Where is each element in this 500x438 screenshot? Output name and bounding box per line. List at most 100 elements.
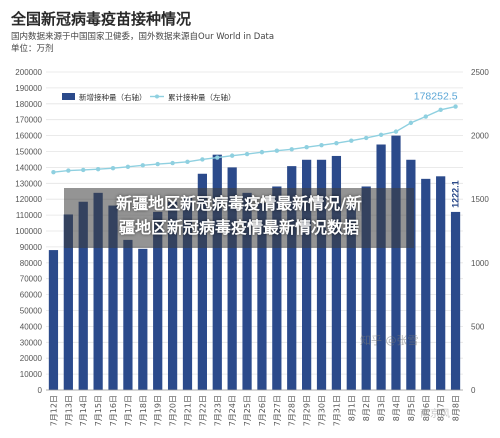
- x-tick-label: 7月26日: [258, 395, 267, 426]
- axis-layer: 0100002000030000400005000060000700008000…: [15, 68, 489, 426]
- line-point: [349, 138, 354, 143]
- overlay-line-1: 新疆地区新冠病毒疫情最新情况/新: [116, 194, 362, 213]
- overlay-line-2: 疆地区新冠病毒疫情最新情况数据: [118, 218, 359, 237]
- y-left-tick-label: 100000: [15, 227, 42, 236]
- x-tick-label: 8月4日: [392, 395, 401, 421]
- bar-mark: [361, 186, 371, 390]
- x-tick-label: 7月13日: [64, 395, 73, 426]
- line-point: [244, 151, 250, 157]
- x-tick-label: 7月20日: [169, 395, 178, 426]
- bar-mark: [153, 211, 163, 390]
- line-point: [453, 104, 458, 109]
- line-point: [274, 148, 280, 153]
- bar-mark: [93, 192, 103, 390]
- bar-mark: [436, 176, 446, 390]
- bar-mark: [48, 250, 59, 390]
- y-right-tick-label: 2000: [471, 132, 489, 141]
- legend-swatch-point: [155, 94, 159, 99]
- x-tick-label: 7月12日: [49, 395, 58, 426]
- bar-last-value-label: 1222.1: [451, 180, 461, 208]
- y-right-tick-label: 1500: [471, 195, 489, 204]
- x-tick-label: 7月24日: [228, 395, 237, 426]
- bar-mark: [138, 248, 148, 390]
- y-left-tick-label: 150000: [15, 148, 42, 157]
- line-point: [289, 147, 294, 152]
- x-tick-label: 7月18日: [139, 395, 148, 426]
- y-left-tick-label: 10000: [20, 370, 43, 379]
- line-point: [423, 114, 428, 119]
- x-tick-label: 7月25日: [243, 395, 252, 426]
- y-left-tick-label: 130000: [15, 179, 42, 188]
- y-right-tick-label: 2500: [471, 68, 489, 77]
- x-tick-label: 8月1日: [347, 395, 356, 421]
- line-point: [229, 153, 235, 158]
- y-left-tick-label: 90000: [20, 243, 43, 252]
- line-point: [155, 161, 160, 167]
- bar-mark: [63, 214, 73, 390]
- y-right-tick-label: 500: [471, 322, 485, 331]
- subtitle-unit: 单位：万剂: [11, 44, 54, 54]
- x-tick-label: 7月31日: [332, 395, 341, 426]
- y-left-tick-label: 170000: [15, 116, 42, 125]
- bar-mark: [316, 159, 327, 390]
- line-point: [81, 167, 86, 173]
- bar-mark: [123, 239, 133, 390]
- x-tick-label: 7月17日: [124, 395, 133, 426]
- x-tick-label: 8月7日: [437, 395, 446, 421]
- line-point: [259, 149, 265, 155]
- bar-mark: [406, 159, 416, 390]
- watermark-text: 知乎 @张雪: [360, 334, 419, 347]
- bar-mark: [421, 178, 431, 390]
- y-right-tick-label: 1000: [471, 259, 489, 268]
- x-tick-label: 8月6日: [422, 395, 431, 421]
- line-point: [110, 165, 116, 171]
- bar-mark: [287, 166, 297, 390]
- line-series-path: [53, 105, 456, 173]
- x-tick-label: 8月2日: [362, 395, 371, 421]
- line-point: [363, 135, 369, 141]
- line-point: [408, 120, 414, 126]
- line-point: [140, 163, 146, 168]
- line-point: [66, 168, 71, 173]
- x-tick-label: 8月3日: [377, 395, 386, 421]
- overlay-banner: [64, 188, 414, 248]
- bar-mark: [108, 205, 118, 390]
- y-left-tick-label: 180000: [15, 100, 42, 109]
- chart-subtitle: 国内数据来源于中国国家卫健委，国外数据来源自Our World in Data …: [11, 31, 274, 55]
- line-point: [51, 169, 56, 175]
- legend-label-line: 累计接种量（左轴）: [168, 92, 236, 102]
- bar-layer: 1222.1: [48, 135, 461, 390]
- bar-mark: [257, 203, 267, 390]
- line-point: [393, 129, 399, 134]
- y-left-tick-label: 40000: [20, 322, 43, 331]
- x-tick-label: 7月23日: [213, 395, 222, 426]
- watermark-text-2: 南京风: [420, 409, 450, 420]
- bar-mark: [450, 211, 461, 390]
- y-left-tick-label: 80000: [20, 259, 43, 268]
- x-tick-label: 7月15日: [94, 395, 103, 426]
- y-left-tick-label: 30000: [20, 338, 43, 347]
- bar-mark: [182, 196, 193, 390]
- bar-mark: [302, 159, 312, 390]
- line-point: [378, 132, 384, 138]
- x-tick-label: 7月30日: [318, 395, 327, 426]
- legend-layer: 新增接种量（右轴） 累计接种量（左轴）: [62, 92, 236, 102]
- y-left-tick-label: 120000: [15, 195, 42, 204]
- x-tick-label: 7月14日: [79, 395, 88, 426]
- overlay-text: 新疆地区新冠病毒疫情最新情况/新 疆地区新冠病毒疫情最新情况数据: [64, 192, 414, 240]
- x-tick-label: 7月22日: [198, 395, 207, 426]
- line-layer: 178252.5: [51, 91, 458, 175]
- bar-mark: [346, 204, 356, 390]
- bar-mark: [272, 186, 282, 390]
- line-point: [170, 160, 175, 166]
- x-tick-label: 7月29日: [303, 395, 312, 426]
- chart-title: 全国新冠病毒疫苗接种情况: [11, 10, 192, 28]
- bar-mark: [376, 144, 386, 390]
- subtitle-source: 国内数据来源于中国国家卫健委，国外数据来源自Our World in Data: [11, 32, 275, 42]
- line-point: [200, 157, 205, 162]
- x-tick-label: 8月5日: [407, 395, 416, 421]
- legend-swatch-bar: [62, 93, 75, 100]
- bar-mark: [331, 155, 342, 390]
- x-tick-label: 7月27日: [273, 395, 282, 426]
